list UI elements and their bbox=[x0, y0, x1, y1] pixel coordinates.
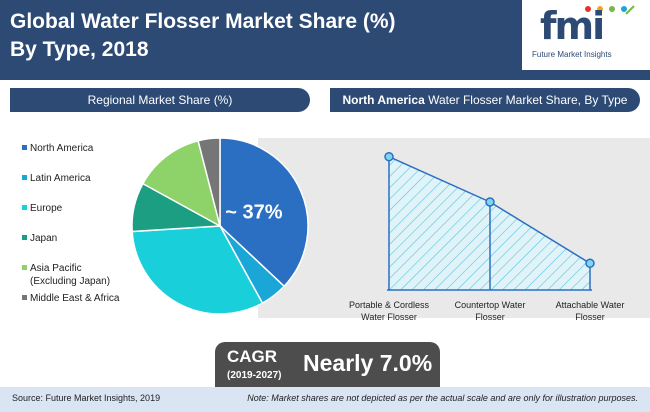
note-text: Note: Market shares are not depicted as … bbox=[247, 393, 638, 403]
legend-swatch bbox=[22, 235, 27, 240]
pie-slice-europe bbox=[131, 225, 264, 315]
legend-label: Middle East & Africa bbox=[30, 293, 120, 304]
logo-figures-icon bbox=[585, 5, 635, 15]
legend-label: Europe bbox=[30, 203, 63, 214]
title-line-1: Global Water Flosser Market Share (%) bbox=[10, 10, 396, 33]
data-point bbox=[585, 258, 595, 269]
legend-swatch bbox=[22, 265, 27, 270]
x-tick-label: Portable & Cordless Water Flosser bbox=[348, 300, 430, 322]
legend-label: North America bbox=[30, 143, 94, 154]
pie-slice-north-america bbox=[219, 137, 309, 288]
legend-swatch bbox=[22, 295, 27, 300]
right-title-rest: Water Flosser Market Share, By Type bbox=[424, 93, 628, 107]
pie-data-label: ~ 37% bbox=[225, 201, 282, 223]
cagr-box: CAGR (2019-2027) Nearly 7.0% bbox=[215, 342, 440, 387]
chart-title: Global Water Flosser Market Share (%) By… bbox=[10, 8, 480, 64]
logo-subtitle: Future Market Insights bbox=[532, 50, 612, 59]
x-tick-label: Countertop Water Flosser bbox=[454, 300, 526, 322]
cagr-value: Nearly 7.0% bbox=[303, 350, 433, 376]
legend-swatch bbox=[22, 175, 27, 180]
left-panel-title: Regional Market Share (%) bbox=[10, 88, 310, 112]
data-point bbox=[384, 151, 394, 162]
fmi-logo: fmi Future Market Insights bbox=[522, 0, 650, 70]
pie-slice-asia-pacific-excluding-japan bbox=[141, 139, 222, 228]
legend-label: Asia Pacific (Excluding Japan) bbox=[30, 263, 111, 287]
legend-swatch bbox=[22, 205, 27, 210]
cagr-period: (2019-2027) bbox=[227, 370, 282, 381]
legend-label: Japan bbox=[30, 233, 58, 244]
logo-text: fmi bbox=[540, 4, 605, 48]
legend-label: Latin America bbox=[30, 173, 91, 184]
cagr-label: CAGR bbox=[227, 347, 278, 366]
title-line-2: By Type, 2018 bbox=[10, 38, 149, 61]
source-text: Source: Future Market Insights, 2019 bbox=[12, 393, 161, 403]
x-tick-label: Attachable Water Flosser bbox=[555, 300, 625, 322]
data-point bbox=[485, 197, 495, 207]
right-panel-title: North America Water Flosser Market Share… bbox=[330, 88, 640, 112]
footer: Source: Future Market Insights, 2019 Not… bbox=[0, 387, 650, 412]
pie-slice-middle-east-africa bbox=[197, 137, 221, 227]
right-title-bold: North America bbox=[342, 93, 425, 107]
header-banner: Global Water Flosser Market Share (%) By… bbox=[0, 0, 650, 80]
legend-swatch bbox=[22, 145, 27, 150]
